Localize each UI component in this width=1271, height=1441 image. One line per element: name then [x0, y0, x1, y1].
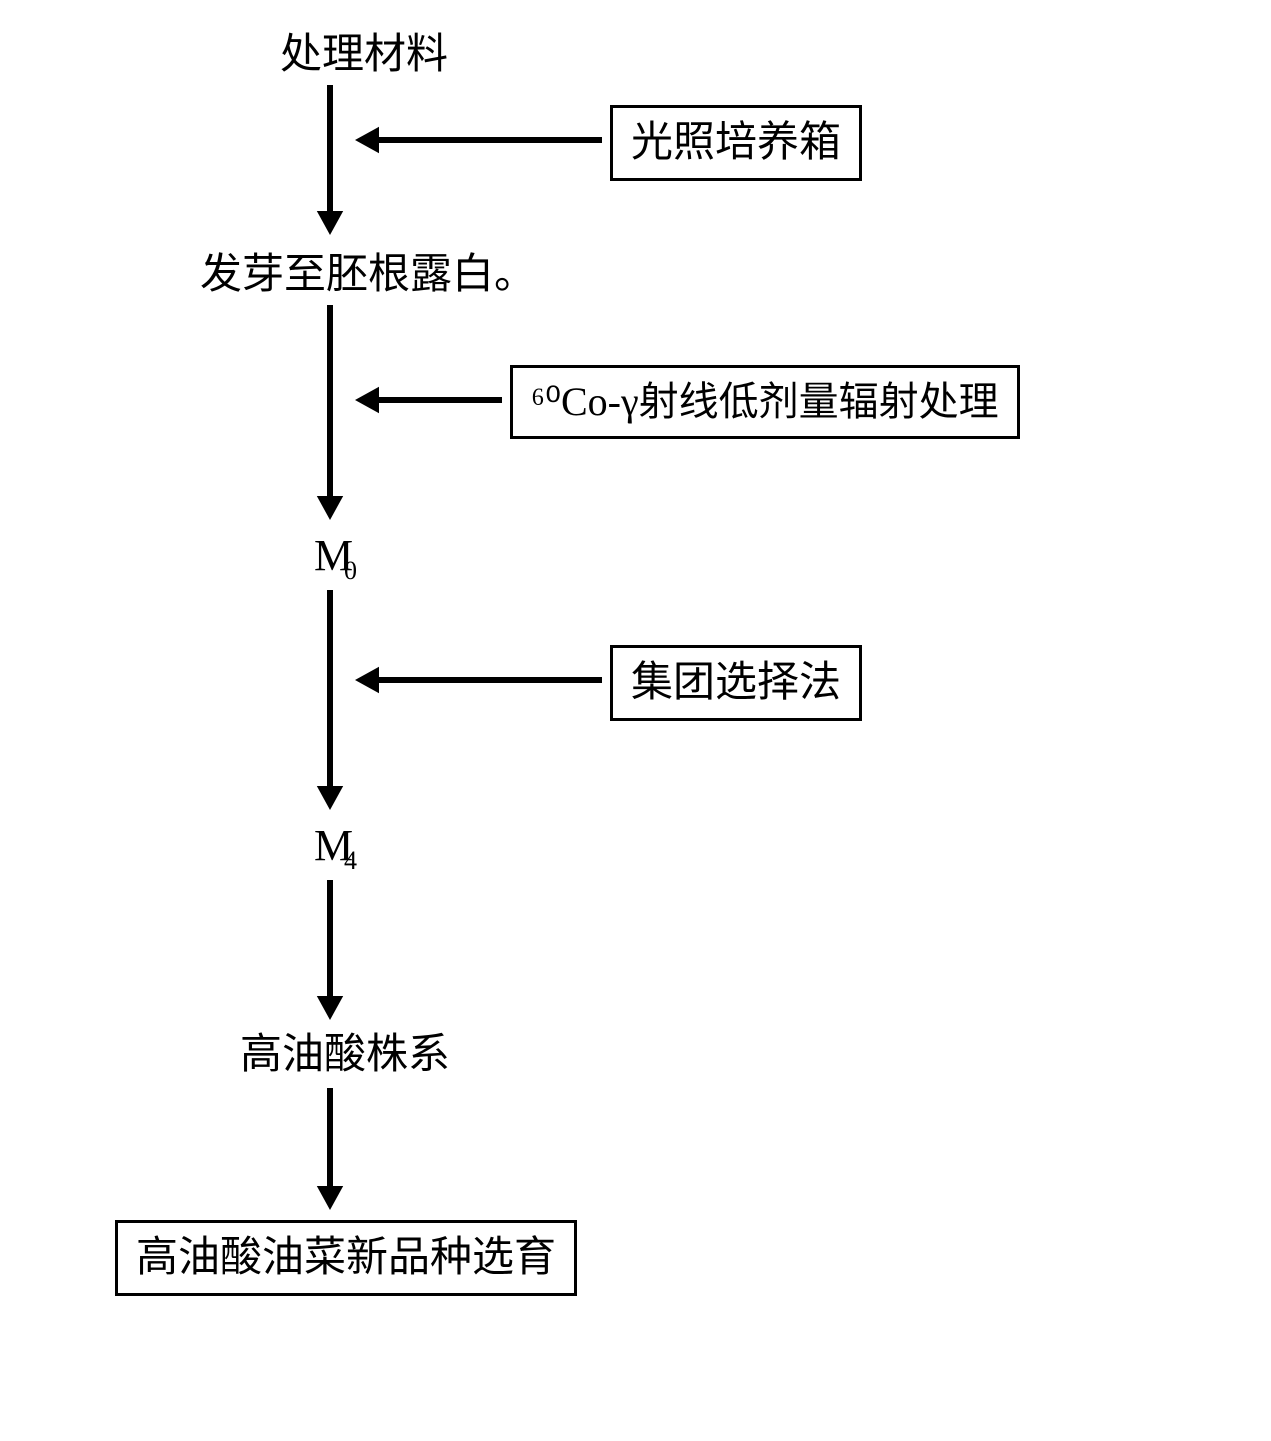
flowchart-canvas: 处理材料 光照培养箱 发芽至胚根露白。 ⁶⁰Co-γ射线低剂量辐射处理 M 0 …: [0, 0, 1271, 1441]
box-selection: 集团选择法: [610, 645, 862, 721]
box-radiation: ⁶⁰Co-γ射线低剂量辐射处理: [510, 365, 1020, 439]
node-m4-sub: 4: [344, 845, 357, 876]
node-germinate: 发芽至胚根露白。: [200, 250, 536, 300]
node-high-oleic: 高油酸株系: [240, 1030, 450, 1080]
node-material: 处理材料: [280, 30, 448, 80]
node-m0-sub: 0: [344, 555, 357, 586]
box-incubator: 光照培养箱: [610, 105, 862, 181]
box-breeding: 高油酸油菜新品种选育: [115, 1220, 577, 1296]
